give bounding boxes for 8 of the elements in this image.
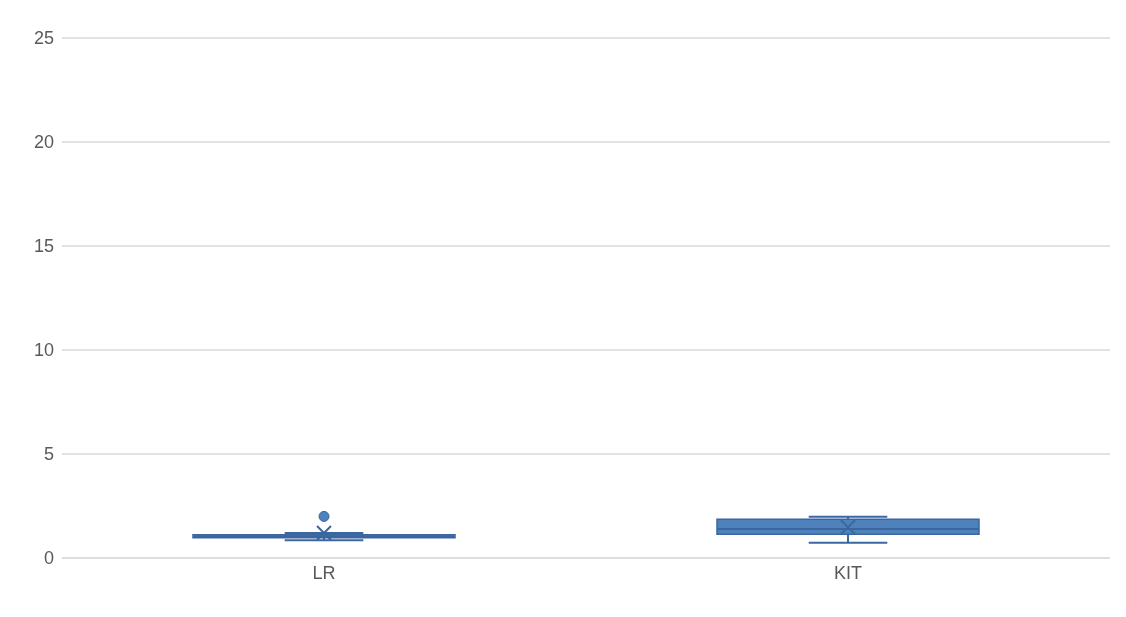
y-tick-label: 10 [33,340,54,361]
x-tick-label: LR [312,562,336,583]
y-tick-label: 20 [33,132,54,153]
y-tick-label: 15 [33,236,54,257]
y-tick-label: 0 [43,548,54,569]
x-tick-label: KIT [833,562,863,583]
y-tick-label: 5 [43,444,54,465]
y-tick-label: 25 [33,28,54,49]
